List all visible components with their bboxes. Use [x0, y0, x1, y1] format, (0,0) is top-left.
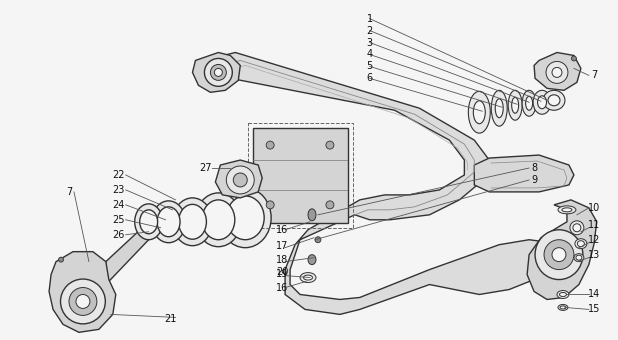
- Text: 18: 18: [276, 255, 288, 265]
- Polygon shape: [195, 52, 554, 314]
- Text: 2: 2: [366, 26, 373, 36]
- Ellipse shape: [172, 198, 213, 246]
- Ellipse shape: [226, 166, 254, 194]
- Text: 20: 20: [276, 267, 289, 276]
- Ellipse shape: [76, 294, 90, 308]
- Text: 22: 22: [112, 170, 125, 180]
- Ellipse shape: [577, 241, 585, 247]
- Text: 8: 8: [531, 163, 537, 173]
- Text: 12: 12: [588, 235, 600, 245]
- Ellipse shape: [548, 95, 560, 106]
- Ellipse shape: [234, 173, 247, 187]
- Ellipse shape: [544, 240, 574, 270]
- Text: 16: 16: [276, 225, 288, 235]
- Text: 10: 10: [588, 203, 600, 213]
- Ellipse shape: [202, 200, 235, 240]
- Text: 17: 17: [276, 241, 289, 251]
- Polygon shape: [534, 52, 581, 90]
- Ellipse shape: [308, 255, 316, 265]
- Ellipse shape: [326, 201, 334, 209]
- Ellipse shape: [326, 141, 334, 149]
- Ellipse shape: [546, 62, 568, 83]
- Ellipse shape: [226, 196, 264, 240]
- Ellipse shape: [560, 306, 566, 309]
- Ellipse shape: [157, 207, 180, 237]
- Ellipse shape: [308, 209, 316, 221]
- Polygon shape: [192, 52, 240, 92]
- Text: 24: 24: [112, 200, 125, 210]
- Text: 5: 5: [366, 62, 373, 71]
- Text: 7: 7: [591, 70, 597, 80]
- Ellipse shape: [552, 67, 562, 78]
- Text: 7: 7: [66, 187, 72, 197]
- Ellipse shape: [59, 257, 64, 262]
- Ellipse shape: [570, 221, 584, 235]
- Ellipse shape: [468, 91, 490, 133]
- Ellipse shape: [538, 96, 546, 109]
- Text: 21: 21: [164, 314, 177, 324]
- Ellipse shape: [526, 96, 533, 110]
- Text: 25: 25: [112, 215, 125, 225]
- Polygon shape: [49, 252, 116, 332]
- Ellipse shape: [522, 90, 536, 116]
- Ellipse shape: [559, 292, 567, 296]
- Ellipse shape: [303, 275, 313, 280]
- Ellipse shape: [558, 304, 568, 310]
- Ellipse shape: [219, 188, 271, 248]
- Polygon shape: [216, 160, 262, 198]
- Ellipse shape: [535, 230, 583, 279]
- Ellipse shape: [205, 58, 232, 86]
- Ellipse shape: [195, 193, 241, 247]
- Ellipse shape: [473, 101, 485, 124]
- Ellipse shape: [266, 141, 274, 149]
- Ellipse shape: [558, 206, 576, 214]
- Ellipse shape: [266, 201, 274, 209]
- Ellipse shape: [300, 273, 316, 283]
- Ellipse shape: [210, 65, 226, 80]
- Text: 14: 14: [588, 289, 600, 300]
- Ellipse shape: [533, 90, 551, 114]
- Ellipse shape: [573, 224, 581, 232]
- Polygon shape: [475, 155, 574, 192]
- Text: 26: 26: [112, 230, 125, 240]
- Text: 13: 13: [588, 250, 600, 260]
- Ellipse shape: [140, 210, 158, 234]
- Ellipse shape: [491, 90, 507, 126]
- Ellipse shape: [214, 68, 222, 76]
- Ellipse shape: [69, 288, 97, 316]
- Ellipse shape: [61, 279, 105, 324]
- Ellipse shape: [557, 290, 569, 299]
- Ellipse shape: [543, 90, 565, 110]
- Ellipse shape: [315, 237, 321, 243]
- Text: 11: 11: [588, 220, 600, 230]
- Text: 16: 16: [276, 283, 288, 292]
- Text: 6: 6: [366, 73, 373, 83]
- Ellipse shape: [495, 99, 503, 118]
- Text: 4: 4: [366, 50, 373, 59]
- Text: 3: 3: [366, 37, 373, 48]
- Ellipse shape: [552, 248, 566, 261]
- Ellipse shape: [135, 204, 163, 240]
- Ellipse shape: [575, 239, 587, 249]
- Ellipse shape: [508, 90, 522, 120]
- Ellipse shape: [562, 208, 572, 212]
- Ellipse shape: [151, 201, 185, 243]
- Ellipse shape: [576, 255, 582, 260]
- Ellipse shape: [512, 97, 519, 113]
- Polygon shape: [527, 200, 597, 300]
- Ellipse shape: [179, 204, 206, 239]
- Text: 1: 1: [366, 14, 373, 23]
- Text: 15: 15: [588, 304, 600, 314]
- Text: 19: 19: [276, 269, 288, 278]
- Ellipse shape: [574, 254, 584, 261]
- FancyBboxPatch shape: [253, 128, 348, 223]
- Text: 23: 23: [112, 185, 125, 195]
- Ellipse shape: [572, 56, 577, 61]
- Polygon shape: [106, 222, 149, 285]
- Text: 27: 27: [199, 163, 212, 173]
- Text: 9: 9: [531, 175, 537, 185]
